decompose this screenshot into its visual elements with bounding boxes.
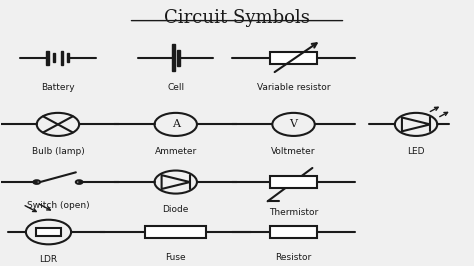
Bar: [172, 44, 175, 71]
Bar: [270, 226, 317, 238]
Text: LED: LED: [407, 147, 425, 156]
Text: Diode: Diode: [163, 205, 189, 214]
Bar: [53, 53, 55, 62]
Text: A: A: [172, 119, 180, 129]
Bar: [270, 176, 317, 188]
Text: Voltmeter: Voltmeter: [271, 147, 316, 156]
Text: Variable resistor: Variable resistor: [257, 84, 330, 92]
Text: Bulb (lamp): Bulb (lamp): [32, 147, 84, 156]
Bar: [46, 51, 49, 65]
Bar: [36, 228, 62, 236]
Bar: [67, 53, 70, 62]
Text: Switch (open): Switch (open): [27, 201, 89, 210]
Text: Thermistor: Thermistor: [269, 208, 318, 217]
Bar: [270, 52, 317, 64]
Bar: [177, 49, 180, 66]
Text: Fuse: Fuse: [165, 252, 186, 261]
Bar: [145, 226, 206, 238]
Bar: [61, 51, 63, 65]
Text: Battery: Battery: [41, 84, 75, 92]
Text: Cell: Cell: [167, 84, 184, 92]
Text: Resistor: Resistor: [275, 252, 312, 261]
Text: Ammeter: Ammeter: [155, 147, 197, 156]
Text: V: V: [290, 119, 298, 129]
Text: Circuit Symbols: Circuit Symbols: [164, 9, 310, 27]
Text: LDR: LDR: [39, 255, 57, 264]
